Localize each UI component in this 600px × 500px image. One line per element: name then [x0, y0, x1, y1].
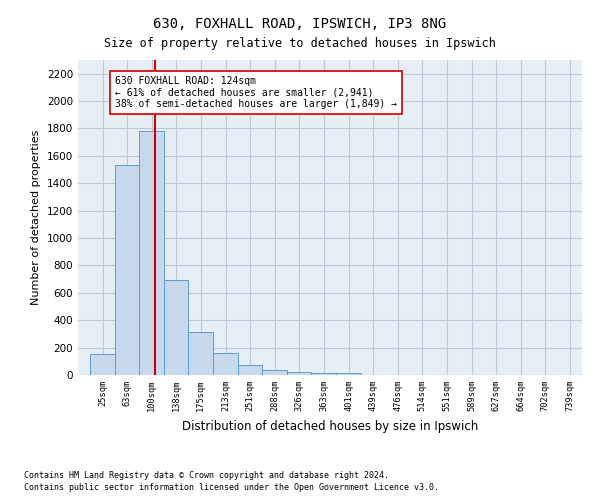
Bar — [139, 131, 164, 375]
Text: Contains public sector information licensed under the Open Government Licence v3: Contains public sector information licen… — [24, 483, 439, 492]
Bar — [336, 374, 361, 375]
Bar — [214, 353, 238, 375]
Text: 630, FOXHALL ROAD, IPSWICH, IP3 8NG: 630, FOXHALL ROAD, IPSWICH, IP3 8NG — [154, 18, 446, 32]
Y-axis label: Number of detached properties: Number of detached properties — [31, 130, 41, 305]
Bar — [115, 166, 139, 375]
Bar — [238, 364, 262, 375]
Text: 630 FOXHALL ROAD: 124sqm
← 61% of detached houses are smaller (2,941)
38% of sem: 630 FOXHALL ROAD: 124sqm ← 61% of detach… — [115, 76, 397, 109]
Bar — [188, 332, 214, 375]
Bar — [287, 372, 311, 375]
Text: Contains HM Land Registry data © Crown copyright and database right 2024.: Contains HM Land Registry data © Crown c… — [24, 470, 389, 480]
Bar — [91, 354, 115, 375]
Bar — [311, 372, 336, 375]
Bar — [164, 280, 188, 375]
X-axis label: Distribution of detached houses by size in Ipswich: Distribution of detached houses by size … — [182, 420, 478, 432]
Text: Size of property relative to detached houses in Ipswich: Size of property relative to detached ho… — [104, 38, 496, 51]
Bar — [262, 370, 287, 375]
